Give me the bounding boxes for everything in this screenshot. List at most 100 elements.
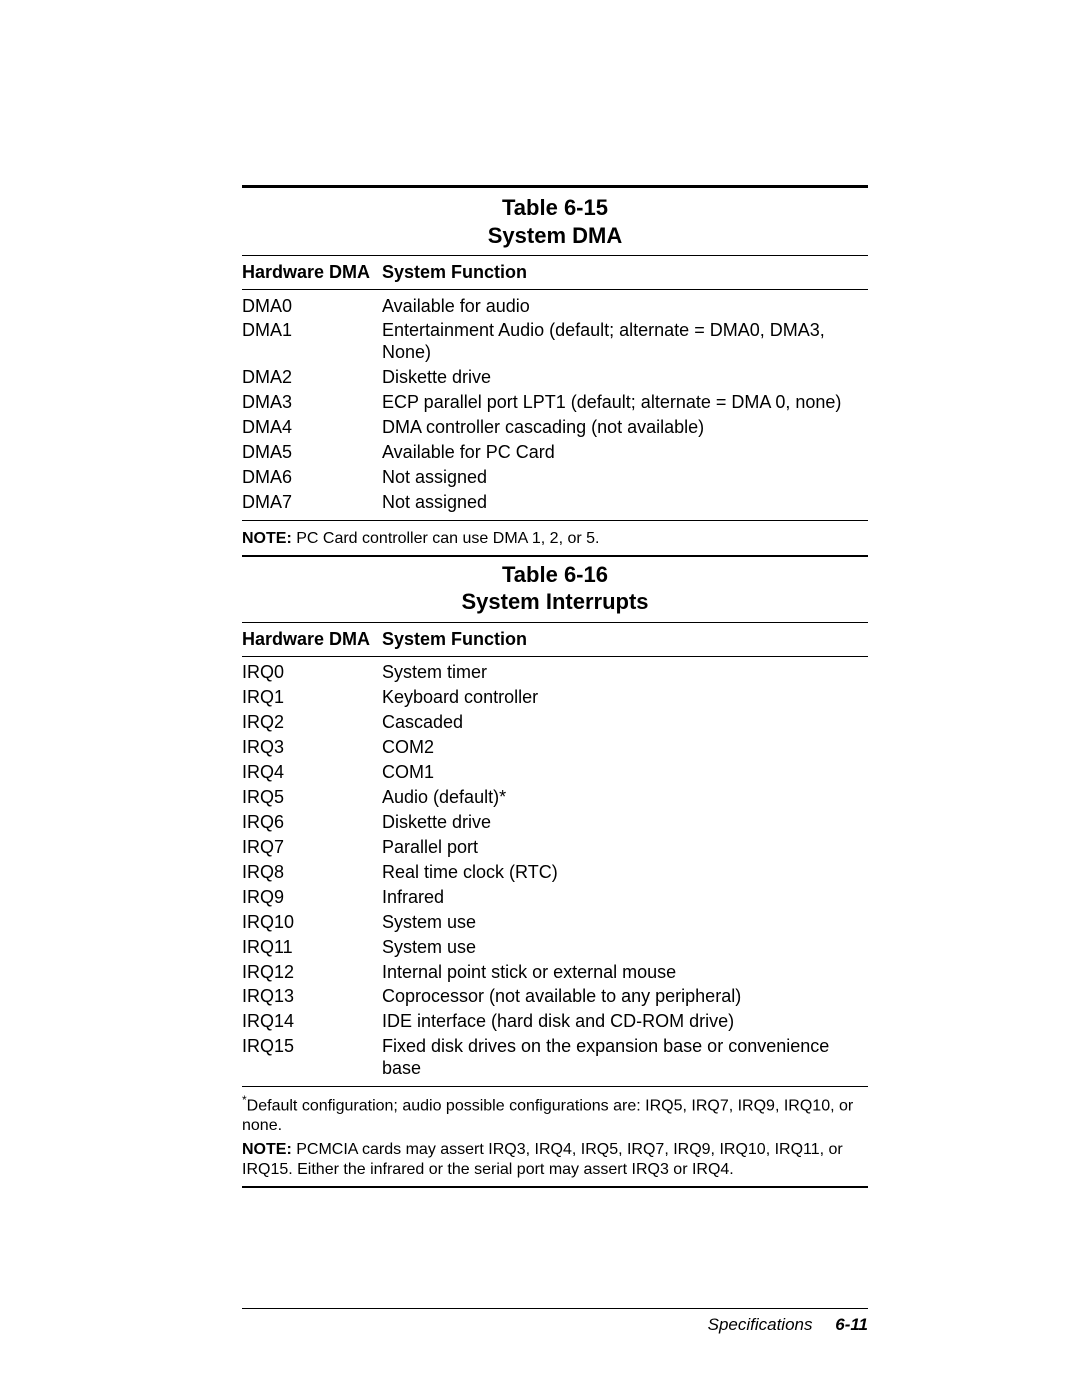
table-row: IRQ14IDE interface (hard disk and CD-ROM…: [242, 1010, 868, 1035]
cell-hardware: IRQ13: [242, 985, 382, 1010]
cell-function: Audio (default)*: [382, 785, 868, 810]
cell-hardware: IRQ12: [242, 960, 382, 985]
cell-hardware: IRQ4: [242, 760, 382, 785]
cell-hardware: IRQ7: [242, 835, 382, 860]
table-row: IRQ13Coprocessor (not available to any p…: [242, 985, 868, 1010]
page-footer: Specifications 6-11: [242, 1309, 868, 1335]
header-col1: Hardware DMA: [242, 262, 382, 283]
cell-function: IDE interface (hard disk and CD-ROM driv…: [382, 1010, 868, 1035]
cell-hardware: IRQ5: [242, 785, 382, 810]
cell-function: Infrared: [382, 885, 868, 910]
footnote: *Default configuration; audio possible c…: [242, 1091, 868, 1136]
rule-thin: [242, 520, 868, 521]
cell-function: System timer: [382, 661, 868, 686]
cell-function: Keyboard controller: [382, 686, 868, 711]
table-row: IRQ15Fixed disk drives on the expansion …: [242, 1035, 868, 1082]
cell-function: Not assigned: [382, 466, 868, 491]
table-row: IRQ1Keyboard controller: [242, 686, 868, 711]
cell-function: Entertainment Audio (default; alternate …: [382, 319, 868, 366]
table-title: Table 6-16 System Interrupts: [242, 561, 868, 616]
table-number: Table 6-15: [502, 195, 608, 220]
cell-function: System use: [382, 910, 868, 935]
cell-function: COM1: [382, 760, 868, 785]
cell-function: Diskette drive: [382, 366, 868, 391]
cell-hardware: DMA7: [242, 491, 382, 516]
rule-top: [242, 185, 868, 188]
table-row: DMA4DMA controller cascading (not availa…: [242, 416, 868, 441]
table-caption: System Interrupts: [461, 589, 648, 614]
cell-hardware: IRQ0: [242, 661, 382, 686]
rule-bottom: [242, 1186, 868, 1188]
table-system-interrupts: Table 6-16 System Interrupts Hardware DM…: [242, 561, 868, 1189]
cell-function: Diskette drive: [382, 810, 868, 835]
table-row: IRQ10System use: [242, 910, 868, 935]
table-row: DMA0Available for audio: [242, 294, 868, 319]
cell-hardware: DMA5: [242, 441, 382, 466]
cell-hardware: IRQ9: [242, 885, 382, 910]
cell-hardware: DMA2: [242, 366, 382, 391]
page: Table 6-15 System DMA Hardware DMA Syste…: [0, 0, 1080, 1397]
cell-hardware: IRQ15: [242, 1035, 382, 1082]
cell-hardware: IRQ8: [242, 860, 382, 885]
cell-function: Cascaded: [382, 710, 868, 735]
note-label: NOTE:: [242, 1141, 292, 1158]
table-row: IRQ9Infrared: [242, 885, 868, 910]
header-col2: System Function: [382, 262, 868, 283]
table-row: IRQ3COM2: [242, 735, 868, 760]
table-note: NOTE: PC Card controller can use DMA 1, …: [242, 525, 868, 551]
table-row: DMA1Entertainment Audio (default; altern…: [242, 319, 868, 366]
footer-section: Specifications: [708, 1315, 813, 1334]
header-col1: Hardware DMA: [242, 629, 382, 650]
table-row: IRQ4COM1: [242, 760, 868, 785]
cell-hardware: IRQ3: [242, 735, 382, 760]
cell-hardware: IRQ1: [242, 686, 382, 711]
cell-function: System use: [382, 935, 868, 960]
cell-function: ECP parallel port LPT1 (default; alterna…: [382, 391, 868, 416]
rule-thin: [242, 656, 868, 657]
table-system-dma: Table 6-15 System DMA Hardware DMA Syste…: [242, 185, 868, 557]
cell-hardware: IRQ2: [242, 710, 382, 735]
table-body: DMA0Available for audioDMA1Entertainment…: [242, 294, 868, 516]
cell-function: Fixed disk drives on the expansion base …: [382, 1035, 868, 1082]
table-body: IRQ0System timerIRQ1Keyboard controllerI…: [242, 661, 868, 1082]
table-row: DMA5Available for PC Card: [242, 441, 868, 466]
cell-hardware: IRQ14: [242, 1010, 382, 1035]
cell-function: Real time clock (RTC): [382, 860, 868, 885]
cell-function: Internal point stick or external mouse: [382, 960, 868, 985]
cell-function: Not assigned: [382, 491, 868, 516]
cell-hardware: DMA6: [242, 466, 382, 491]
table-caption: System DMA: [488, 223, 622, 248]
table-row: IRQ8Real time clock (RTC): [242, 860, 868, 885]
column-headers: Hardware DMA System Function: [242, 260, 868, 285]
cell-hardware: IRQ11: [242, 935, 382, 960]
table-row: DMA3ECP parallel port LPT1 (default; alt…: [242, 391, 868, 416]
cell-function: DMA controller cascading (not available): [382, 416, 868, 441]
cell-function: COM2: [382, 735, 868, 760]
cell-function: Available for audio: [382, 294, 868, 319]
table-row: DMA7Not assigned: [242, 491, 868, 516]
cell-function: Coprocessor (not available to any periph…: [382, 985, 868, 1010]
rule-header: [242, 255, 868, 256]
table-row: IRQ2Cascaded: [242, 710, 868, 735]
table-row: DMA2Diskette drive: [242, 366, 868, 391]
cell-hardware: DMA1: [242, 319, 382, 366]
table-row: IRQ7Parallel port: [242, 835, 868, 860]
column-headers: Hardware DMA System Function: [242, 627, 868, 652]
cell-hardware: DMA4: [242, 416, 382, 441]
table-note: NOTE: PCMCIA cards may assert IRQ3, IRQ4…: [242, 1136, 868, 1182]
header-col2: System Function: [382, 629, 868, 650]
table-row: IRQ12Internal point stick or external mo…: [242, 960, 868, 985]
cell-hardware: IRQ6: [242, 810, 382, 835]
table-row: IRQ6Diskette drive: [242, 810, 868, 835]
note-text: PCMCIA cards may assert IRQ3, IRQ4, IRQ5…: [242, 1141, 843, 1178]
cell-function: Parallel port: [382, 835, 868, 860]
table-title: Table 6-15 System DMA: [242, 194, 868, 249]
table-row: DMA6Not assigned: [242, 466, 868, 491]
rule-thin: [242, 289, 868, 290]
rule-bottom: [242, 555, 868, 557]
table-row: IRQ0System timer: [242, 661, 868, 686]
rule-header: [242, 622, 868, 623]
cell-function: Available for PC Card: [382, 441, 868, 466]
cell-hardware: DMA0: [242, 294, 382, 319]
note-label: NOTE:: [242, 530, 292, 547]
